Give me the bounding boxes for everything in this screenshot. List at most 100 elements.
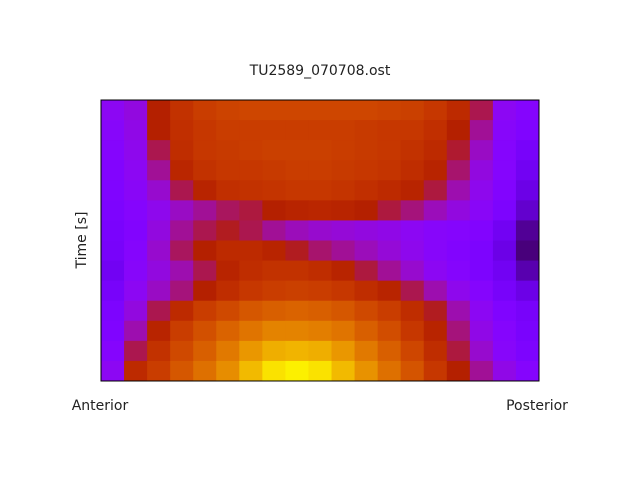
heatmap-cell: [423, 180, 448, 201]
heatmap-cell: [262, 100, 286, 121]
heatmap-cell: [515, 140, 540, 161]
heatmap-cell: [377, 340, 402, 362]
heatmap-cell: [400, 100, 425, 121]
heatmap-cell: [446, 200, 471, 221]
heatmap-cell: [331, 100, 356, 121]
heatmap-cell: [377, 200, 402, 221]
heatmap-cell: [331, 320, 356, 342]
heatmap-cell: [101, 280, 125, 302]
heatmap-cell: [354, 140, 379, 161]
heatmap-cell: [262, 280, 286, 302]
heatmap-cell: [354, 200, 379, 221]
heatmap-cell: [469, 200, 494, 221]
heatmap-cell: [492, 280, 517, 302]
heatmap-cell: [147, 340, 171, 362]
heatmap-cell: [239, 300, 263, 322]
heatmap-cell: [492, 300, 517, 322]
heatmap-cell: [170, 160, 194, 181]
heatmap-cell: [515, 180, 540, 201]
heatmap-cell: [377, 140, 402, 161]
heatmap-cell: [124, 100, 148, 121]
heatmap-cell: [216, 180, 240, 201]
heatmap-cell: [285, 260, 309, 282]
heatmap-cell: [423, 260, 448, 282]
heatmap-cell: [262, 300, 286, 322]
heatmap-cell: [308, 200, 333, 221]
heatmap-cell: [239, 360, 263, 382]
heatmap-cell: [239, 240, 263, 262]
heatmap-cell: [354, 360, 379, 382]
heatmap-cell: [469, 360, 494, 382]
heatmap-cell: [239, 100, 263, 121]
heatmap-cell: [193, 240, 217, 262]
heatmap-cell: [170, 280, 194, 302]
heatmap-cell: [331, 260, 356, 282]
heatmap-cell: [124, 160, 148, 181]
heatmap-cell: [216, 140, 240, 161]
heatmap-cell: [124, 280, 148, 302]
heatmap-cell: [308, 360, 333, 382]
heatmap-cell: [469, 120, 494, 141]
chart-title: TU2589_070708.ost: [249, 63, 391, 79]
heatmap-cell: [492, 340, 517, 362]
heatmap-cell: [423, 120, 448, 141]
heatmap-cell: [170, 260, 194, 282]
heatmap-cell: [400, 320, 425, 342]
heatmap-cell: [469, 140, 494, 161]
heatmap-cell: [446, 240, 471, 262]
heatmap-cell: [124, 300, 148, 322]
heatmap-cell: [239, 120, 263, 141]
heatmap-cell: [400, 220, 425, 241]
heatmap-cell: [423, 200, 448, 221]
heatmap-cell: [170, 240, 194, 262]
heatmap-cell: [262, 260, 286, 282]
heatmap-cell: [446, 260, 471, 282]
heatmap-cell: [492, 160, 517, 181]
heatmap-cell: [331, 240, 356, 262]
heatmap-cell: [239, 260, 263, 282]
heatmap-cell: [170, 320, 194, 342]
heatmap-cell: [216, 220, 240, 241]
heatmap-cell: [124, 180, 148, 201]
heatmap-cell: [354, 300, 379, 322]
y-axis-label: Time [s]: [74, 212, 90, 270]
heatmap-cell: [285, 160, 309, 181]
heatmap-cell: [331, 360, 356, 382]
heatmap-cell: [492, 220, 517, 241]
heatmap-cell: [239, 340, 263, 362]
heatmap-cell: [354, 320, 379, 342]
heatmap-cell: [285, 100, 309, 121]
heatmap-cell: [101, 320, 125, 342]
heatmap-cell: [446, 300, 471, 322]
heatmap-cell: [308, 100, 333, 121]
heatmap-cell: [124, 120, 148, 141]
heatmap-cell: [262, 240, 286, 262]
heatmap-cell: [101, 160, 125, 181]
heatmap-cell: [216, 240, 240, 262]
heatmap-cell: [469, 240, 494, 262]
heatmap-cell: [515, 340, 540, 362]
heatmap-cell: [147, 120, 171, 141]
heatmap-cell: [193, 120, 217, 141]
heatmap-cell: [331, 280, 356, 302]
heatmap-cell: [400, 180, 425, 201]
heatmap-cell: [193, 360, 217, 382]
heatmap-cell: [124, 360, 148, 382]
heatmap-cell: [308, 120, 333, 141]
heatmap-cell: [285, 360, 309, 382]
heatmap-cell: [515, 200, 540, 221]
heatmap-cell: [147, 200, 171, 221]
heatmap-cell: [492, 200, 517, 221]
heatmap-cell: [170, 120, 194, 141]
heatmap-cell: [285, 140, 309, 161]
plot-frame: [100, 99, 540, 382]
heatmap-cell: [147, 240, 171, 262]
heatmap-cell: [124, 220, 148, 241]
heatmap-cell: [515, 360, 540, 382]
heatmap-cell: [515, 120, 540, 141]
heatmap-cell: [101, 120, 125, 141]
heatmap-cell: [446, 340, 471, 362]
heatmap-cell: [124, 260, 148, 282]
heatmap-cell: [285, 340, 309, 362]
heatmap-cell: [423, 240, 448, 262]
